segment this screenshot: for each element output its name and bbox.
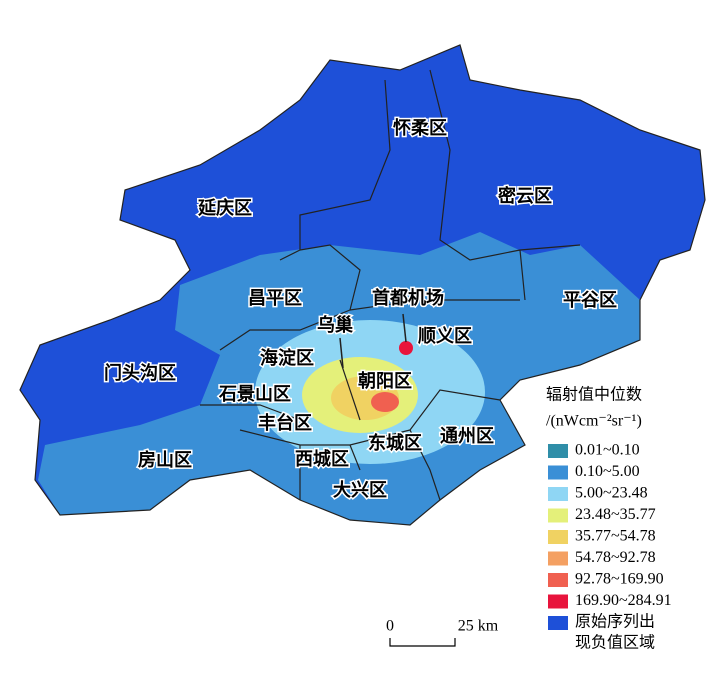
legend-swatch bbox=[548, 594, 568, 609]
legend-label: 23.48~35.77 bbox=[575, 506, 656, 523]
legend-label: 54.78~92.78 bbox=[575, 549, 656, 566]
legend-swatch bbox=[548, 444, 568, 458]
legend-title: 辐射值中位数 bbox=[546, 386, 642, 404]
legend-swatch bbox=[548, 530, 568, 544]
legend-swatch bbox=[548, 487, 568, 501]
legend-swatch bbox=[548, 508, 568, 523]
legend-label: 0.10~5.00 bbox=[575, 463, 640, 480]
region-hot bbox=[371, 392, 399, 412]
legend-label: 原始序列出 bbox=[575, 613, 655, 631]
annotation: 首都机场 bbox=[372, 287, 444, 308]
legend: 辐射值中位数 /(nWcm⁻²sr⁻¹) 0.01~0.10 0.10~5.00 5… bbox=[546, 386, 672, 652]
legend-label: 35.77~54.78 bbox=[575, 528, 656, 545]
scale-label: 0 bbox=[386, 618, 394, 635]
district-label: 石景山区 bbox=[218, 384, 291, 404]
boundaries bbox=[200, 69, 581, 501]
outline bbox=[19, 44, 706, 526]
legend-label: 现负值区域 bbox=[575, 634, 655, 652]
district-label: 怀柔区 bbox=[393, 118, 447, 138]
district-label: 平谷区 bbox=[563, 290, 617, 310]
scale-label: 25 km bbox=[458, 618, 499, 635]
district-label: 密云区 bbox=[498, 185, 552, 206]
district-label: 海淀区 bbox=[260, 347, 314, 368]
district-label: 朝阳区 bbox=[358, 370, 412, 391]
leader-line bbox=[339, 337, 344, 369]
legend-swatch bbox=[548, 465, 568, 480]
legend-unit: /(nWcm⁻²sr⁻¹) bbox=[546, 413, 642, 430]
leader-line bbox=[402, 313, 407, 343]
annotation: 乌巢 bbox=[317, 314, 353, 335]
legend-label: 92.78~169.90 bbox=[575, 571, 664, 588]
district-label: 房山区 bbox=[138, 449, 192, 470]
district-label: 顺义区 bbox=[418, 325, 472, 346]
district-label: 西城区 bbox=[295, 448, 349, 469]
legend-label: 5.00~23.48 bbox=[575, 485, 648, 502]
region-peak bbox=[399, 341, 413, 355]
district-label: 门头沟区 bbox=[104, 362, 176, 383]
district-label: 延庆区 bbox=[197, 197, 252, 218]
scale-line bbox=[389, 638, 456, 647]
legend-label: 169.90~284.91 bbox=[575, 592, 672, 609]
legend-label: 0.01~0.10 bbox=[575, 442, 640, 459]
legend-swatch bbox=[548, 616, 568, 630]
district-label: 东城区 bbox=[368, 432, 422, 453]
district-label: 丰台区 bbox=[258, 412, 312, 433]
district-label: 大兴区 bbox=[333, 479, 387, 500]
district-label: 昌平区 bbox=[248, 288, 302, 308]
scale-bar: 0 25 km bbox=[386, 618, 499, 647]
legend-swatch bbox=[548, 551, 568, 566]
map bbox=[19, 44, 706, 526]
legend-swatch bbox=[548, 573, 568, 587]
district-labels: 怀柔区 密云区 延庆区 昌平区 平谷区 顺义区 海淀区 门头沟区 朝阳区 石景山… bbox=[103, 117, 619, 502]
district-label: 通州区 bbox=[440, 426, 494, 446]
